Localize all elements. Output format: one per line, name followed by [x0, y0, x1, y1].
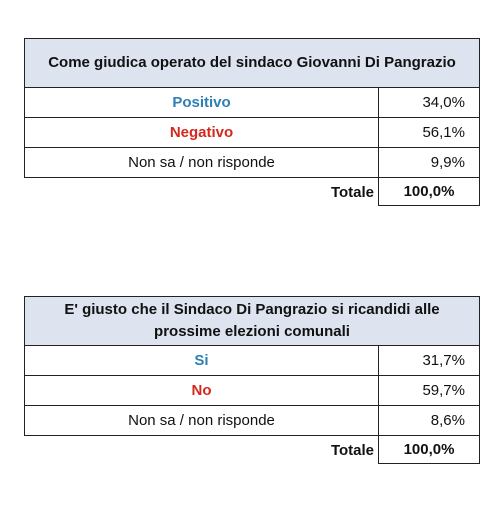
table-header: Come giudica operato del sindaco Giovann…	[24, 38, 480, 88]
table-row: No 59,7%	[24, 376, 480, 406]
row-label: Si	[24, 346, 378, 376]
row-label: No	[24, 376, 378, 406]
total-row: Totale 100,0%	[24, 436, 480, 464]
poll-table-ricandidatura: E' giusto che il Sindaco Di Pangrazio si…	[24, 296, 480, 464]
table-row: Non sa / non risponde 8,6%	[24, 406, 480, 436]
row-value: 8,6%	[378, 406, 480, 436]
total-label: Totale	[330, 183, 374, 201]
total-label: Totale	[330, 441, 374, 459]
total-row: Totale 100,0%	[24, 178, 480, 206]
row-value: 34,0%	[378, 88, 480, 118]
row-value: 56,1%	[378, 118, 480, 148]
table-row: Non sa / non risponde 9,9%	[24, 148, 480, 178]
row-value: 59,7%	[378, 376, 480, 406]
row-label: Non sa / non risponde	[24, 406, 378, 436]
row-label: Non sa / non risponde	[24, 148, 378, 178]
total-value: 100,0%	[378, 178, 480, 206]
poll-table-operato: Come giudica operato del sindaco Giovann…	[24, 38, 480, 206]
table-header: E' giusto che il Sindaco Di Pangrazio si…	[24, 296, 480, 346]
row-value: 31,7%	[378, 346, 480, 376]
row-value: 9,9%	[378, 148, 480, 178]
table-row: Negativo 56,1%	[24, 118, 480, 148]
row-label: Negativo	[24, 118, 378, 148]
table-row: Si 31,7%	[24, 346, 480, 376]
row-label: Positivo	[24, 88, 378, 118]
total-value: 100,0%	[378, 436, 480, 464]
table-row: Positivo 34,0%	[24, 88, 480, 118]
